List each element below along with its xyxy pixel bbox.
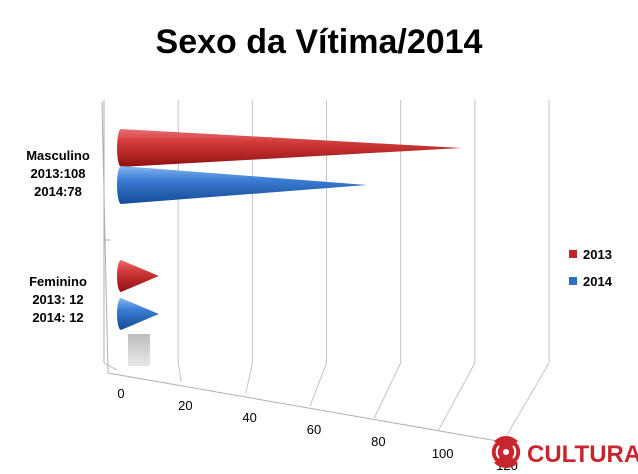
y-axis-line [101, 101, 109, 374]
x-tick-label-20: 20 [178, 398, 192, 413]
floor-gridline-40 [245, 362, 253, 395]
plot-frame [101, 100, 504, 443]
floor-gridline-20 [177, 362, 182, 383]
legend-swatch-2014 [569, 277, 577, 285]
legend-item-2014: 2014 [569, 274, 613, 289]
category-label-line: 2013:108 [31, 166, 86, 181]
floor-gridline-80 [373, 362, 402, 419]
cone-shadow [128, 334, 150, 366]
cone-2013-cat1 [117, 260, 159, 292]
floor-gridline-0 [103, 362, 118, 371]
x-tick-label-100: 100 [432, 446, 454, 461]
cone-marks [117, 129, 462, 366]
cone-2013-cat0 [117, 129, 462, 167]
category-label-line: Feminino [29, 274, 87, 289]
category-label-line: 2013: 12 [32, 292, 83, 307]
legend: 2013 2014 [569, 247, 613, 289]
legend-label-2014: 2014 [583, 274, 613, 289]
category-label-line: Masculino [26, 148, 90, 163]
x-tick-label-80: 80 [371, 434, 385, 449]
legend-label-2013: 2013 [583, 247, 612, 262]
x-tick-label-0: 0 [117, 386, 124, 401]
cone-2014-cat1 [117, 298, 159, 330]
watermark-text: CULTURA [527, 441, 638, 468]
x-tick-label-60: 60 [307, 422, 321, 437]
legend-swatch-2013 [569, 250, 577, 258]
chart-title: Sexo da Vítima/2014 [156, 23, 483, 61]
category-labels: Masculino 2013:108 2014:78 Feminino 2013: 12… [26, 148, 90, 325]
category-label-line: 2014: 12 [32, 310, 83, 325]
floor-gridline-100 [438, 362, 476, 431]
x-tick-labels: 020406080100120 [117, 386, 517, 473]
radio-broadcast-icon [489, 436, 523, 468]
cone-2014-cat0 [117, 166, 367, 204]
floor-gridline-60 [309, 362, 327, 407]
category-label-line: 2014:78 [34, 184, 82, 199]
floor-gridline-120 [502, 362, 550, 443]
x-tick-label-40: 40 [242, 410, 256, 425]
x-axis-line [107, 372, 504, 443]
cultura-watermark: CULTURA [489, 436, 638, 468]
legend-item-2013: 2013 [569, 247, 612, 262]
